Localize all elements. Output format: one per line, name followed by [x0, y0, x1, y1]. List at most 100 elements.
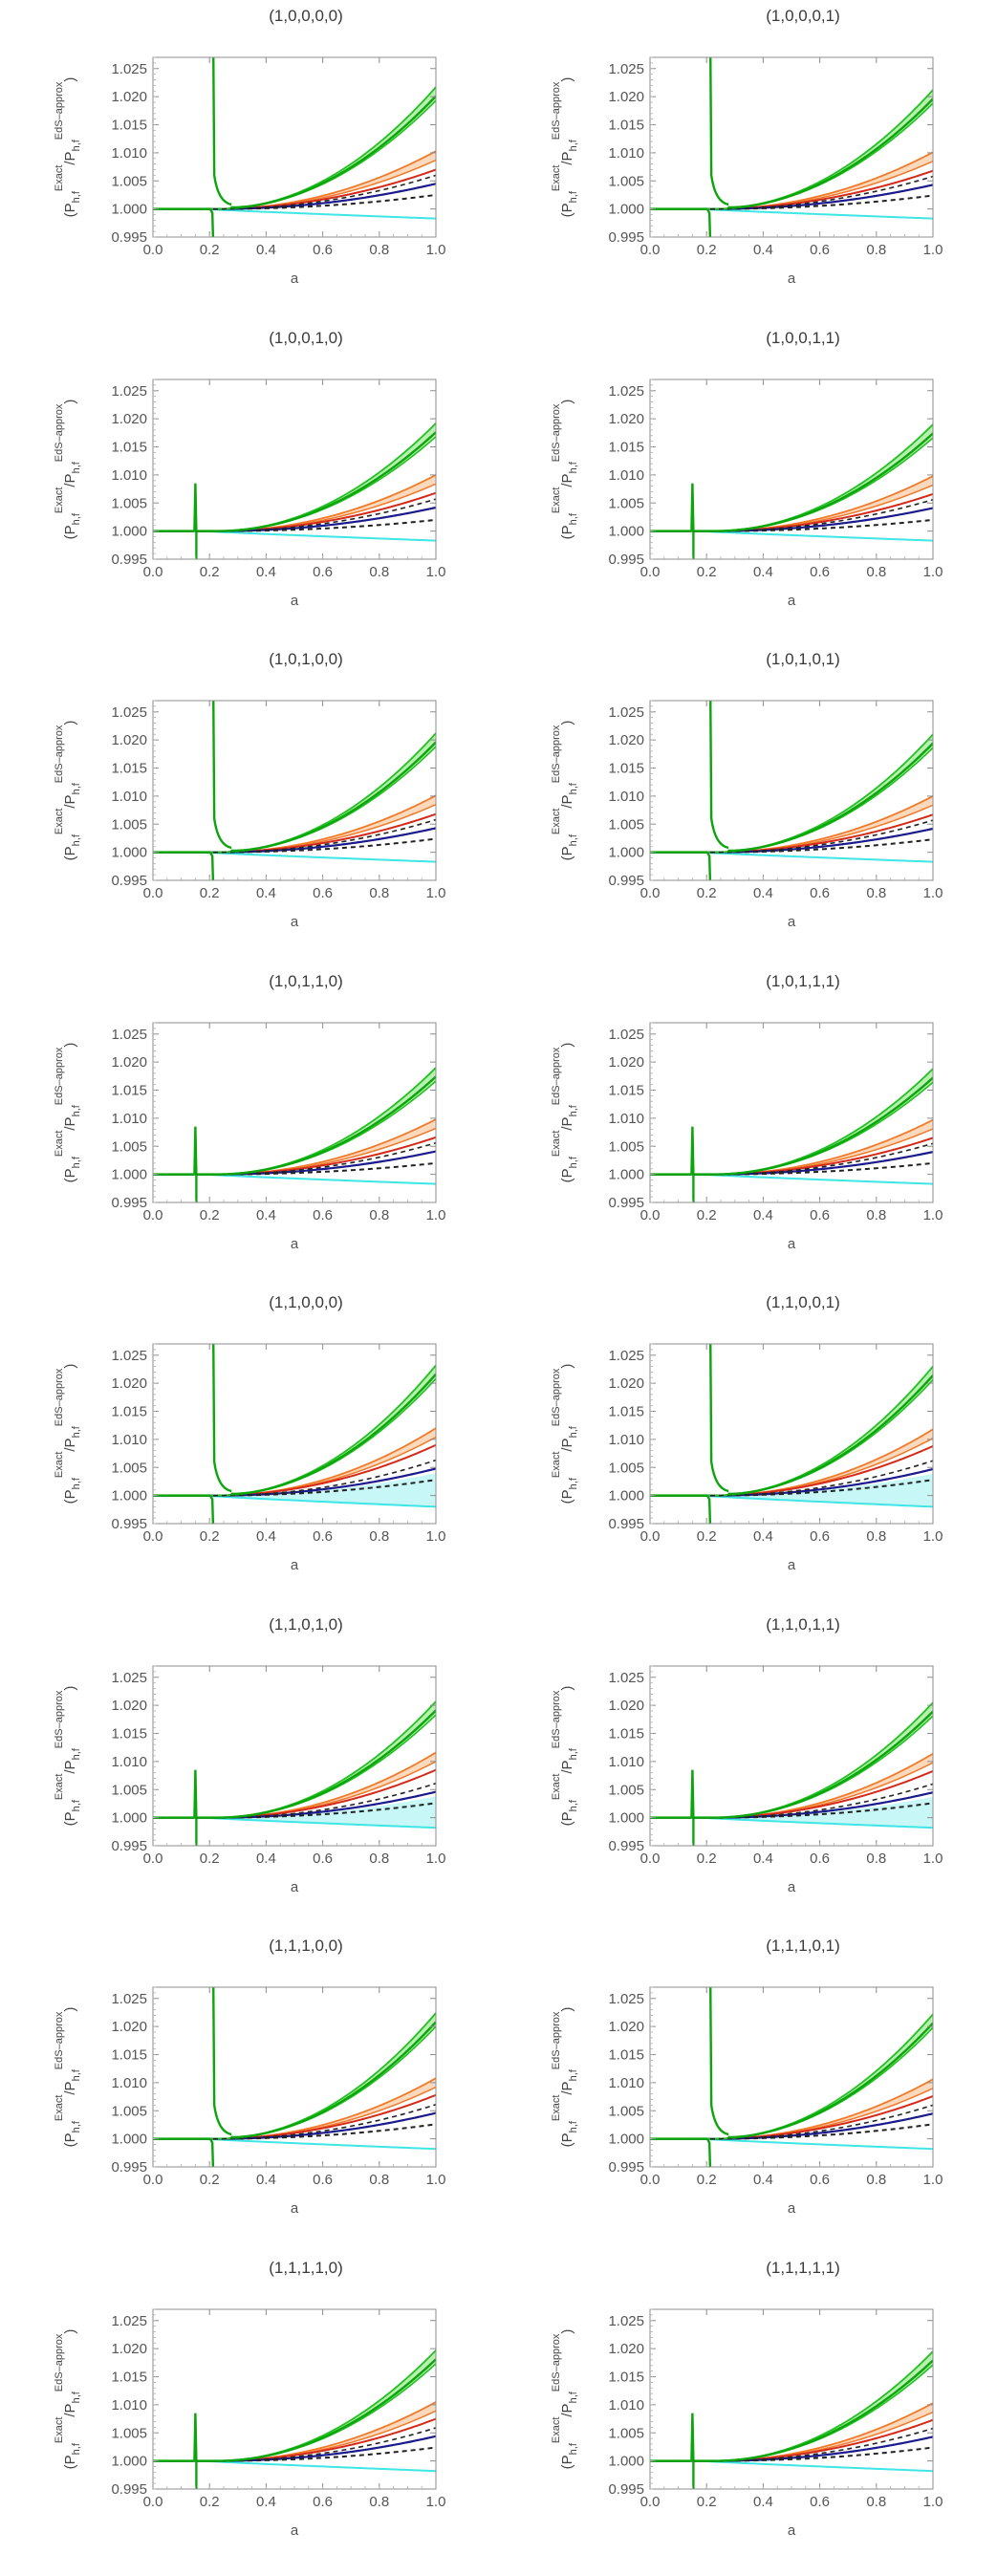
- y-axis-label-part: Exact: [54, 809, 65, 835]
- chart-panel: (1,0,0,1,0) 0.995 1.000 1.005 1.010 1.015 1.02…: [0, 322, 498, 644]
- x-tick-label: 0.4: [256, 1851, 276, 1867]
- y-tick-label: 1.010: [111, 1110, 147, 1126]
- y-axis-label-part: (P: [559, 525, 575, 539]
- y-tick-label: 1.000: [608, 202, 644, 218]
- y-tick-label: 1.020: [111, 2019, 147, 2035]
- x-tick-label: 0.6: [810, 1528, 830, 1545]
- series-orange-band: [650, 475, 933, 531]
- y-tick-label: 1.010: [608, 466, 644, 483]
- y-axis-label: (Ph,fExact/Ph,fEdS–approx): [551, 399, 579, 539]
- chart-panel: (1,0,1,0,1) 0.995 1.000 1.005 1.010 1.015 1.02…: [497, 643, 995, 965]
- x-tick-label: 0.4: [753, 2172, 773, 2188]
- series-green-band: [650, 734, 933, 853]
- x-tick-label: 0.8: [866, 1528, 886, 1545]
- y-axis-label-part: h,f: [71, 1156, 82, 1168]
- x-tick-label: 0.8: [866, 242, 886, 258]
- chart-title: (1,0,0,1,0): [269, 329, 343, 347]
- y-axis-label-part: h,f: [71, 2442, 82, 2455]
- plot-area: [650, 2349, 933, 2489]
- y-axis-label-part: /P: [559, 151, 575, 164]
- series-green-main: [197, 2357, 436, 2462]
- series-orange-band: [153, 2401, 436, 2461]
- series-green-spike: [706, 701, 729, 880]
- y-tick-label: 1.010: [608, 1753, 644, 1769]
- x-tick-label: 0.4: [256, 242, 276, 258]
- y-tick-label: 1.005: [608, 1460, 644, 1476]
- y-tick-label: 1.025: [608, 61, 644, 77]
- chart-panel: (1,1,0,0,0) 0.995 1.000 1.005 1.010 1.015 1.02…: [0, 1287, 498, 1609]
- series-green-spike: [690, 2413, 695, 2489]
- y-tick-label: 1.015: [608, 118, 644, 134]
- y-axis-label-part: h,f: [71, 2068, 82, 2081]
- chart-panel: (1,1,1,0,0) 0.995 1.000 1.005 1.010 1.015 1.02…: [0, 1930, 498, 2252]
- series-green-upper: [153, 86, 436, 210]
- x-tick-label: 0.6: [810, 1851, 830, 1867]
- series-green-main: [727, 742, 933, 853]
- series-green-spike: [209, 57, 232, 237]
- series-green-spike: [193, 1126, 198, 1202]
- y-tick-label: 1.000: [111, 1166, 147, 1182]
- y-axis-label: (Ph,fExact/Ph,fEdS–approx): [54, 1042, 82, 1182]
- y-tick-label: 1.020: [111, 732, 147, 748]
- y-tick-label: 1.000: [111, 1488, 147, 1504]
- chart-panel: (1,0,1,0,0) 0.995 1.000 1.005 1.010 1.015 1.02…: [0, 643, 498, 965]
- series-orange-upper: [650, 795, 933, 854]
- y-axis-label-part: ): [62, 399, 78, 403]
- y-tick-label: 1.000: [111, 845, 147, 861]
- x-tick-label: 0.0: [143, 564, 163, 580]
- plot-area: [153, 57, 436, 237]
- y-axis-label-part: (P: [62, 1168, 78, 1182]
- y-axis-label: (Ph,fExact/Ph,fEdS–approx): [551, 2007, 579, 2148]
- series-green-upper: [153, 1364, 436, 1497]
- y-axis-label-part: (P: [62, 2132, 78, 2147]
- y-tick-label: 1.020: [111, 2341, 147, 2357]
- x-tick-label: 1.0: [426, 1851, 446, 1867]
- chart-title: (1,0,0,0,0): [269, 7, 343, 25]
- plot-area: [650, 1987, 933, 2167]
- y-tick-label: 1.015: [111, 2047, 147, 2064]
- x-tick-label: 0.8: [369, 242, 389, 258]
- x-tick-label: 0.8: [866, 1207, 886, 1223]
- x-tick-label: 0.8: [369, 2494, 389, 2510]
- chart-panel: (1,1,0,0,1) 0.995 1.000 1.005 1.010 1.015 1.02…: [497, 1287, 995, 1609]
- y-tick-label: 1.000: [608, 1166, 644, 1182]
- chart-svg: (1,1,1,1,1) 0.995 1.000 1.005 1.010 1.015 1.02…: [551, 2259, 943, 2539]
- plot-area: [153, 1066, 436, 1202]
- y-axis-label-part: ): [62, 2328, 78, 2333]
- series-orange-band: [650, 1753, 933, 1818]
- y-tick-label: 0.995: [608, 229, 644, 246]
- y-axis-label-part: h,f: [71, 1747, 82, 1760]
- y-tick-label: 1.000: [111, 2453, 147, 2469]
- y-axis-label-part: h,f: [568, 2391, 579, 2403]
- plot-area: [153, 1344, 436, 1524]
- y-tick-label: 1.005: [608, 495, 644, 511]
- series-green-upper: [153, 2012, 436, 2140]
- chart-panel: (1,1,1,1,1) 0.995 1.000 1.005 1.010 1.015 1.02…: [497, 2252, 995, 2574]
- chart-svg: (1,0,0,1,1) 0.995 1.000 1.005 1.010 1.015 1.02…: [551, 329, 943, 609]
- y-axis-label-part: h,f: [71, 190, 82, 203]
- chart-panel: (1,0,0,0,0) 0.995 1.000 1.005 1.010 1.015 1.02…: [0, 0, 498, 322]
- series-orange-band: [153, 474, 436, 531]
- x-axis-label: a: [291, 271, 299, 287]
- y-tick-label: 1.005: [111, 2425, 147, 2441]
- chart-panel: (1,0,0,1,1) 0.995 1.000 1.005 1.010 1.015 1.02…: [497, 322, 995, 644]
- y-axis-label-part: h,f: [568, 1425, 579, 1438]
- plot-area: [153, 1699, 436, 1846]
- y-axis-label: (Ph,fExact/Ph,fEdS–approx): [54, 2328, 82, 2469]
- y-axis-label-part: Exact: [551, 2095, 562, 2122]
- series-orange-band: [153, 795, 436, 853]
- y-axis-label-part: Exact: [54, 2095, 65, 2122]
- x-tick-label: 0.4: [256, 2172, 276, 2188]
- x-tick-label: 0.8: [866, 1851, 886, 1867]
- series-orange-upper: [650, 2078, 933, 2140]
- y-tick-label: 0.995: [608, 1516, 644, 1532]
- series-green-main: [694, 2359, 933, 2462]
- plot-area: [650, 422, 933, 559]
- y-axis-label-part: /P: [559, 794, 575, 808]
- y-tick-label: 1.005: [111, 2103, 147, 2119]
- x-tick-label: 0.0: [640, 1207, 661, 1223]
- y-tick-label: 1.025: [111, 382, 147, 399]
- y-axis-label-part: ): [559, 77, 575, 82]
- chart-svg: (1,0,0,0,0) 0.995 1.000 1.005 1.010 1.015 1.02…: [54, 7, 445, 287]
- y-tick-label: 1.020: [111, 89, 147, 105]
